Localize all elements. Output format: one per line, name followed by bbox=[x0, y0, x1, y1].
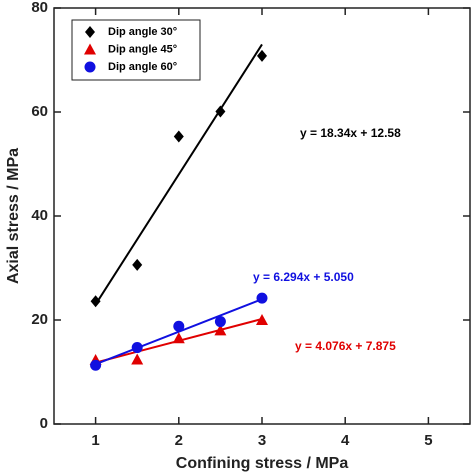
legend-label: Dip angle 60° bbox=[108, 61, 177, 73]
marker-circle bbox=[84, 61, 96, 73]
marker-triangle bbox=[214, 324, 227, 336]
y-tick-label: 0 bbox=[40, 415, 48, 432]
marker-triangle bbox=[131, 353, 144, 365]
marker-circle bbox=[90, 359, 102, 371]
marker-diamond bbox=[257, 49, 267, 62]
x-axis-title: Confining stress / MPa bbox=[176, 455, 349, 472]
marker-triangle bbox=[256, 314, 268, 325]
y-axis-title: Axial stress / MPa bbox=[5, 148, 22, 284]
marker-triangle bbox=[172, 332, 185, 344]
x-tick-label: 4 bbox=[341, 432, 350, 449]
y-tick-label: 20 bbox=[31, 311, 48, 328]
y-tick-label: 80 bbox=[31, 0, 48, 16]
legend-label: Dip angle 30° bbox=[108, 26, 177, 38]
marker-circle bbox=[173, 320, 185, 332]
marker-diamond bbox=[215, 105, 226, 118]
marker-circle bbox=[256, 292, 268, 304]
fit-equation: y = 6.294x + 5.050 bbox=[253, 270, 354, 284]
x-tick-label: 5 bbox=[424, 432, 432, 449]
marker-circle bbox=[131, 342, 143, 354]
marker-diamond bbox=[90, 295, 101, 308]
y-tick-label: 60 bbox=[31, 103, 48, 120]
x-tick-label: 1 bbox=[91, 432, 99, 449]
marker-triangle bbox=[84, 43, 96, 55]
legend-label: Dip angle 45° bbox=[108, 43, 177, 55]
marker-diamond bbox=[85, 26, 95, 38]
marker-circle bbox=[214, 316, 226, 328]
x-tick-label: 3 bbox=[258, 432, 266, 449]
marker-diamond bbox=[173, 130, 184, 143]
y-tick-label: 40 bbox=[31, 207, 48, 224]
fit-line bbox=[94, 43, 263, 305]
fit-equation: y = 4.076x + 7.875 bbox=[295, 339, 396, 353]
marker-diamond bbox=[132, 258, 143, 271]
x-tick-label: 2 bbox=[175, 432, 183, 449]
fit-equation: y = 18.34x + 12.58 bbox=[300, 126, 401, 140]
